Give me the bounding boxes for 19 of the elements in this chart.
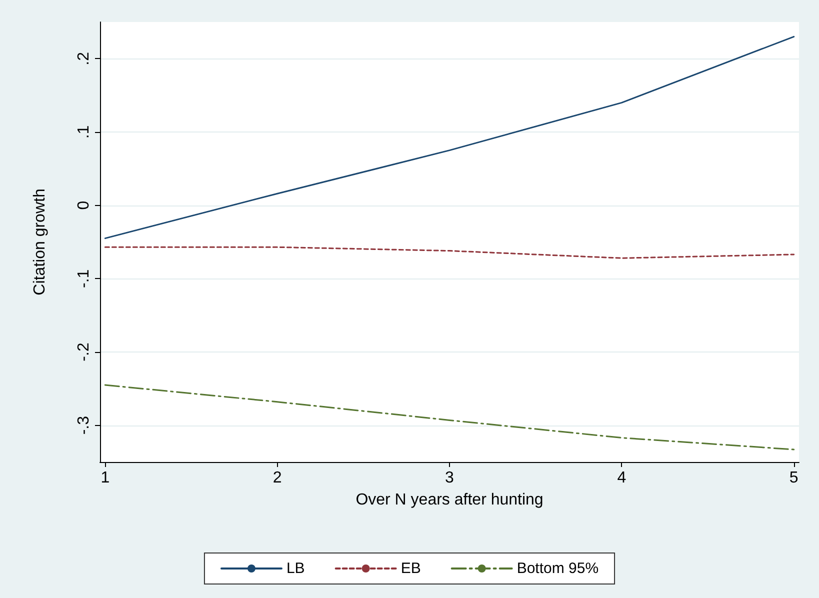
line-series [104, 36, 795, 240]
line-series [104, 246, 795, 259]
y-tick-label: -.3 [76, 416, 92, 435]
x-tick-label: 4 [617, 470, 626, 486]
y-tick-label: -.1 [76, 269, 92, 288]
x-axis-title: Over N years after hunting [356, 492, 544, 508]
legend-label: LB [286, 560, 305, 577]
y-tick-label: 0 [76, 200, 92, 210]
y-tick-label: .2 [76, 52, 92, 66]
line-series [104, 384, 795, 450]
x-tick-label: 3 [445, 470, 454, 486]
y-tick-label: .1 [76, 125, 92, 139]
x-tick-label: 2 [272, 470, 282, 486]
y-tick-label: -.2 [76, 342, 92, 362]
x-tick-label: 1 [100, 470, 110, 486]
legend-label: Bottom 95% [516, 560, 599, 577]
legend-label: EB [400, 560, 421, 577]
y-axis-title: Citation growth [32, 188, 48, 296]
x-tick-label: 5 [789, 470, 798, 486]
